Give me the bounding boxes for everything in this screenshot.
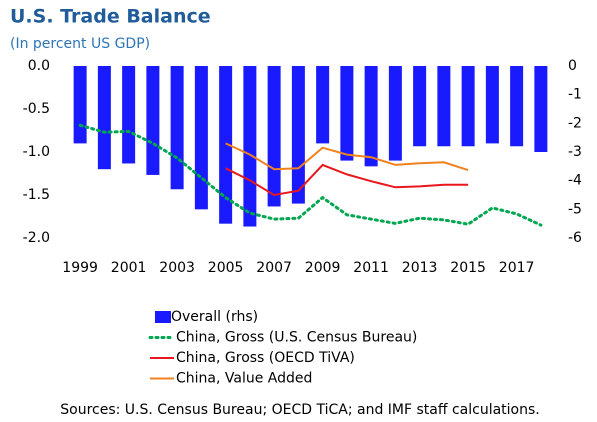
x-tick-label: 2009 xyxy=(305,260,341,276)
bar xyxy=(437,66,451,147)
bar xyxy=(413,66,427,147)
chart-title: U.S. Trade Balance xyxy=(10,6,211,28)
bar xyxy=(316,66,330,144)
legend-label: Overall (rhs) xyxy=(171,309,258,325)
x-tick-label: 2017 xyxy=(499,260,535,276)
y2-tick-label: -4 xyxy=(568,173,582,189)
y-tick-label: -1.5 xyxy=(23,187,50,203)
bar xyxy=(534,66,548,152)
legend-label: China, Value Added xyxy=(176,371,312,387)
x-tick-label: 2011 xyxy=(353,260,389,276)
bar xyxy=(510,66,524,147)
y-tick-label: -1.0 xyxy=(23,144,50,160)
bar xyxy=(243,66,257,227)
chart-subtitle: (In percent US GDP) xyxy=(10,36,150,52)
y2-tick-label: -3 xyxy=(568,144,582,160)
bar xyxy=(267,66,281,207)
x-tick-label: 2003 xyxy=(159,260,195,276)
bar xyxy=(340,66,354,161)
line-series xyxy=(225,163,469,197)
y-tick-label: 0.0 xyxy=(28,58,50,74)
bar xyxy=(194,66,208,210)
bar xyxy=(485,66,499,144)
x-tick-label: 2013 xyxy=(402,260,438,276)
bar xyxy=(291,66,305,204)
source-note: Sources: U.S. Census Bureau; OECD TiCA; … xyxy=(60,402,540,418)
bar xyxy=(170,66,184,190)
y2-tick-label: -1 xyxy=(568,87,582,103)
bar xyxy=(146,66,160,175)
y2-tick-label: -6 xyxy=(568,230,582,246)
legend-swatch xyxy=(155,311,171,323)
bar xyxy=(461,66,475,147)
legend-label: China, Gross (U.S. Census Bureau) xyxy=(176,330,417,346)
x-tick-label: 2015 xyxy=(450,260,486,276)
bar xyxy=(97,66,111,170)
bar xyxy=(122,66,136,164)
y2-tick-label: 0 xyxy=(568,58,577,74)
bar xyxy=(388,66,402,161)
y-tick-label: -0.5 xyxy=(23,101,50,117)
y-tick-label: -2.0 xyxy=(23,230,50,246)
x-tick-label: 2007 xyxy=(256,260,292,276)
line-series xyxy=(225,142,469,172)
bar xyxy=(73,66,87,144)
legend-label: China, Gross (OECD TiVA) xyxy=(176,350,355,366)
y2-tick-label: -2 xyxy=(568,115,582,131)
bar xyxy=(219,66,233,224)
bar xyxy=(364,66,378,167)
line-series xyxy=(78,123,543,227)
x-tick-label: 2001 xyxy=(111,260,147,276)
x-tick-label: 2005 xyxy=(208,260,244,276)
x-tick-label: 1999 xyxy=(62,260,98,276)
y2-tick-label: -5 xyxy=(568,201,582,217)
